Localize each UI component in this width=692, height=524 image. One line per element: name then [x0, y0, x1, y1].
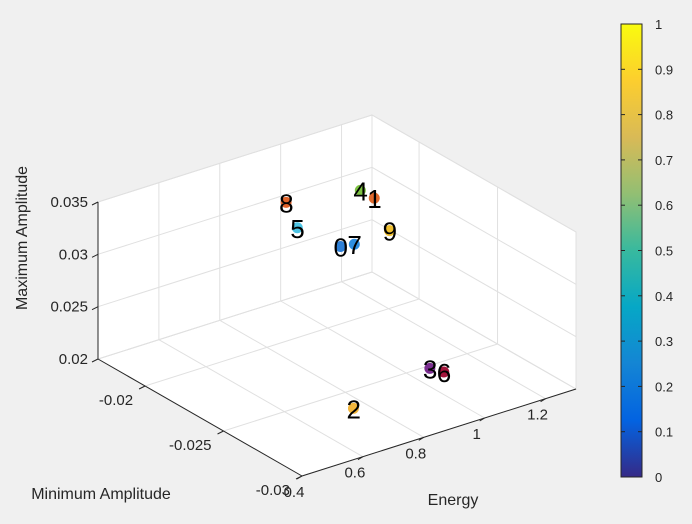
- point-label-5: 5: [290, 214, 304, 244]
- colorbar-tick-label: 0.9: [655, 62, 673, 77]
- colorbar-tick-label: 0.2: [655, 379, 673, 394]
- z-gridline: [97, 166, 373, 255]
- x-tick-label: 1.2: [527, 407, 548, 424]
- colorbar-tick-label: 0.6: [655, 198, 673, 213]
- point-label-6: 6: [437, 358, 451, 388]
- x-gridline: [158, 339, 364, 458]
- x-axis-line: [301, 388, 577, 477]
- y-axis-line: [97, 358, 303, 477]
- x-axis-label: Energy: [428, 492, 479, 509]
- z-tick-mark: [91, 306, 99, 311]
- colorbar-tick-label: 0.8: [655, 108, 673, 123]
- point-label-0: 0: [333, 233, 347, 263]
- data-point-8[interactable]: [280, 196, 292, 208]
- y-gridline: [144, 298, 420, 387]
- x-gridline: [280, 300, 485, 419]
- tick-labels: 0.4 0.6 0.8 1 1.2 -0.03 -0.025 -0.02 0.02 0.025 0.…: [50, 194, 548, 501]
- x-tick-mark: [479, 417, 485, 422]
- z-gridline: [97, 114, 373, 203]
- y-gridline: [223, 343, 498, 432]
- colorbar-ticks: 0 0.1 0.2 0.3 0.4 0.5 0.6 0.7 0.8 0.9 1: [621, 17, 673, 485]
- x-tick-label: 0.8: [405, 445, 426, 462]
- data-point-0[interactable]: [334, 241, 346, 253]
- point-label-3: 3: [423, 354, 437, 384]
- z-tick-label: 0.02: [59, 351, 88, 368]
- x-tick-mark: [418, 436, 425, 441]
- z-tick-mark: [91, 201, 99, 206]
- y-tick-mark: [295, 475, 303, 480]
- z-gridline: [97, 271, 373, 360]
- y-tick-label: -0.02: [99, 392, 133, 409]
- data-points: [280, 184, 450, 414]
- grid-lines: [96, 114, 578, 477]
- z-gridline: [371, 166, 577, 285]
- x-tick-mark: [540, 398, 546, 403]
- y-tick-label: -0.03: [256, 482, 290, 499]
- z-tick-label: 0.035: [50, 194, 88, 211]
- colorbar-tick-label: 0.4: [655, 289, 673, 304]
- y-tick-mark: [138, 385, 146, 390]
- colorbar-tick-label: 0: [655, 470, 662, 485]
- y-tick-mark: [217, 430, 224, 435]
- point-label-4: 4: [353, 176, 367, 206]
- colorbar-tick-label: 0.3: [655, 334, 673, 349]
- x-gridline: [219, 319, 425, 438]
- data-point-5[interactable]: [291, 222, 303, 234]
- z-gridline: [371, 114, 577, 233]
- z-tick-label: 0.025: [50, 299, 88, 316]
- colorbar-tick-label: 1: [655, 17, 662, 32]
- colorbar-tick-label: 0.7: [655, 153, 673, 168]
- x-tick-label: 0.6: [344, 465, 365, 482]
- point-label-8: 8: [279, 188, 293, 218]
- y-axis-label: Minimum Amplitude: [31, 486, 171, 503]
- data-point-1[interactable]: [368, 192, 380, 204]
- x-gridline: [341, 281, 546, 400]
- data-point-7[interactable]: [348, 238, 360, 250]
- z-tick-mark: [91, 358, 99, 363]
- colorbar-tick-label: 0.1: [655, 425, 673, 440]
- colorbar-tick-label: 0.5: [655, 244, 673, 259]
- data-point-2[interactable]: [347, 402, 359, 414]
- data-point-6[interactable]: [438, 366, 450, 378]
- point-label-9: 9: [383, 217, 397, 247]
- data-point-4[interactable]: [354, 184, 366, 196]
- z-gridline: [371, 219, 577, 338]
- point-label-2: 2: [346, 394, 360, 424]
- data-point-3[interactable]: [424, 362, 436, 374]
- colorbar: 0 0.1 0.2 0.3 0.4 0.5 0.6 0.7 0.8 0.9 1: [620, 17, 673, 485]
- z-tick-mark: [91, 253, 99, 258]
- point-label-7: 7: [347, 230, 361, 260]
- data-point-9[interactable]: [384, 225, 396, 237]
- z-gridline: [371, 271, 577, 390]
- z-tick-label: 0.03: [59, 246, 88, 263]
- x-tick-label: 0.4: [284, 484, 305, 501]
- x-tick-label: 1: [472, 426, 480, 443]
- axes: [91, 201, 577, 480]
- z-gridline: [97, 219, 373, 308]
- x-tick-mark: [357, 456, 364, 461]
- z-axis-label: Maximum Amplitude: [14, 166, 31, 310]
- y-tick-label: -0.025: [169, 437, 212, 454]
- point-labels: 01 2 3 4 5 6 7 8 9: [279, 176, 451, 424]
- point-label-1: 1: [367, 184, 381, 214]
